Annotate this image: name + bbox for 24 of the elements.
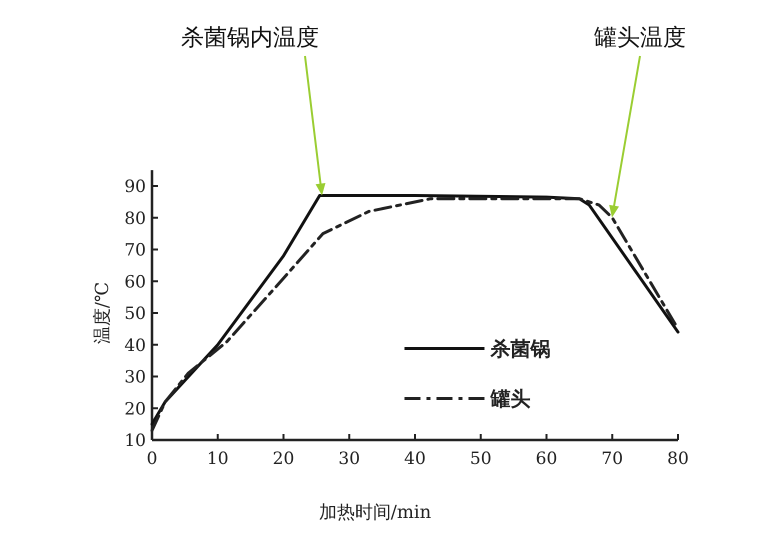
y-tick-label: 10	[124, 431, 146, 451]
legend-label: 杀菌锅	[489, 336, 550, 361]
text: 杀菌锅内温度	[181, 25, 319, 51]
legend-label: 罐头	[489, 386, 530, 411]
x-tick-label: 80	[667, 449, 689, 469]
y-axis-title: 温度/℃	[92, 282, 113, 344]
x-tick-label: 60	[536, 449, 558, 469]
x-tick-label: 30	[338, 449, 360, 469]
y-tick-label: 40	[124, 336, 146, 356]
y-tick-label: 80	[124, 208, 146, 229]
y-tick-label: 60	[124, 272, 146, 292]
y-tick-label: 30	[124, 368, 146, 388]
x-tick-label: 50	[470, 449, 492, 469]
x-axis-title: 加热时间/min	[318, 502, 432, 523]
y-tick-label: 90	[124, 177, 146, 197]
y-tick-label: 50	[124, 304, 146, 324]
x-tick-label: 10	[206, 449, 229, 469]
x-tick-label: 20	[272, 449, 294, 469]
y-tick-label: 70	[124, 240, 146, 260]
x-tick-label: 0	[146, 449, 158, 469]
x-tick-label: 70	[601, 449, 624, 469]
x-tick-label: 40	[404, 449, 426, 469]
y-tick-label: 20	[124, 399, 146, 420]
text: 罐头温度	[594, 25, 686, 51]
